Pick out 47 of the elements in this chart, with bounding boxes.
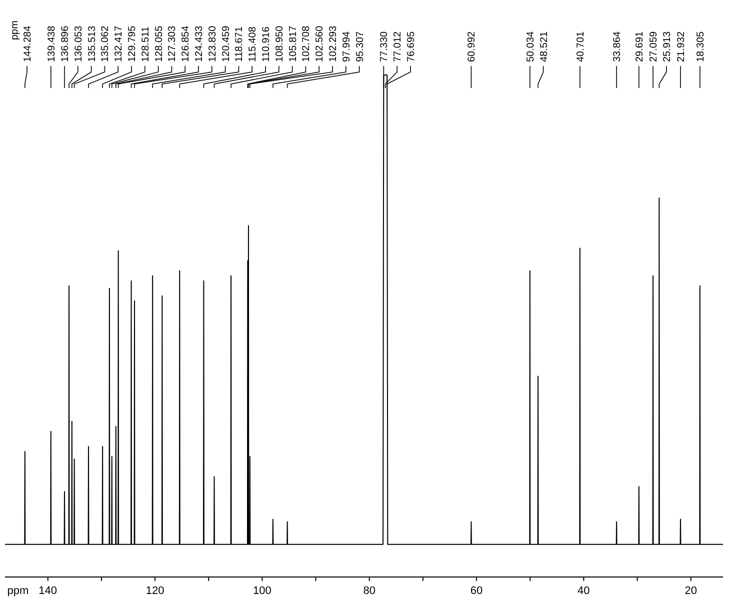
annotation: 132.417 <box>114 25 125 62</box>
annotation: 129.795 <box>127 25 138 62</box>
annotation: 120.459 <box>220 25 232 62</box>
annotation: 76.695 <box>406 30 417 62</box>
annotation: 135.062 <box>100 25 112 62</box>
annotation: 77.330 <box>379 30 390 62</box>
annotation: 139.438 <box>46 25 58 62</box>
annotation: 21.932 <box>676 30 687 62</box>
annotation: 40.701 <box>575 30 586 62</box>
annotation: 50.034 <box>525 30 536 62</box>
annotation: 128.511 <box>140 26 152 62</box>
annotation: 27.059 <box>648 30 660 62</box>
annotation: 77.012 <box>392 30 404 62</box>
annotation: 105.817 <box>288 25 299 62</box>
annotation: 135.513 <box>86 25 98 62</box>
annotation: 115.408 <box>248 26 259 62</box>
annotation: 144.284 <box>22 25 34 62</box>
x-tick-label: 20 <box>684 585 697 597</box>
annotation: 118.671 <box>234 26 246 62</box>
annotation: 33.864 <box>612 30 624 62</box>
x-tick-label: 120 <box>146 585 164 597</box>
annotation: 128.055 <box>154 25 165 62</box>
annotation: 95.307 <box>354 30 366 62</box>
annotation: 18.305 <box>695 30 706 62</box>
annotation: 126.854 <box>180 25 192 62</box>
text: ppm <box>10 20 20 40</box>
annotation: 60.992 <box>466 30 478 62</box>
annotation: 102.560 <box>314 25 326 62</box>
annotation: 136.053 <box>73 25 84 62</box>
annotation: 110.916 <box>261 26 272 62</box>
annotation: 136.896 <box>60 25 71 62</box>
annotation: 123.830 <box>207 25 218 62</box>
annotation: 102.293 <box>328 25 339 62</box>
annotation: 29.691 <box>634 30 646 62</box>
annotation: 25.913 <box>662 30 673 62</box>
annotation: 108.950 <box>274 25 286 62</box>
annotation: 127.303 <box>167 25 178 62</box>
x-axis-title: ppm <box>7 585 29 597</box>
x-tick-label: 60 <box>470 585 483 597</box>
annotation: 102.708 <box>301 25 312 62</box>
annotation: 48.521 <box>538 30 550 62</box>
x-tick-label: 40 <box>578 585 590 597</box>
annotation: 124.433 <box>194 25 205 62</box>
annotation: 97.994 <box>341 30 352 62</box>
x-tick-label: 100 <box>253 585 272 597</box>
x-tick-label: 140 <box>38 585 58 597</box>
x-tick-label: 80 <box>363 585 376 597</box>
